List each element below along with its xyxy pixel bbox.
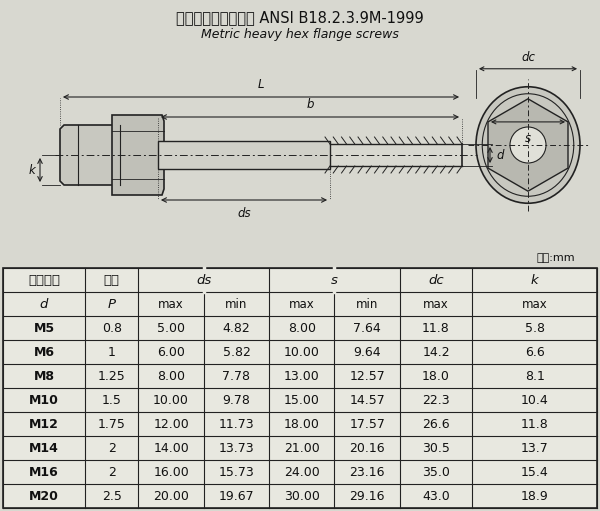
Text: 18.0: 18.0 xyxy=(422,369,450,383)
Text: 14.00: 14.00 xyxy=(153,442,189,454)
Text: min: min xyxy=(225,297,248,311)
Ellipse shape xyxy=(482,94,574,196)
Text: 1.5: 1.5 xyxy=(102,393,122,406)
Polygon shape xyxy=(488,99,568,191)
Text: max: max xyxy=(522,297,548,311)
Text: d: d xyxy=(40,297,48,311)
Text: 6.6: 6.6 xyxy=(525,345,545,359)
Text: 13.00: 13.00 xyxy=(284,369,320,383)
Text: k: k xyxy=(531,273,538,287)
Text: 2.5: 2.5 xyxy=(102,490,122,502)
Text: 30.5: 30.5 xyxy=(422,442,450,454)
Circle shape xyxy=(510,127,546,163)
Text: 23.16: 23.16 xyxy=(349,466,385,478)
Text: 24.00: 24.00 xyxy=(284,466,320,478)
Text: P: P xyxy=(108,297,116,311)
Text: max: max xyxy=(289,297,314,311)
Text: 30.00: 30.00 xyxy=(284,490,320,502)
Text: s: s xyxy=(331,273,338,287)
Bar xyxy=(3,45,597,265)
Ellipse shape xyxy=(476,87,580,203)
Text: M20: M20 xyxy=(29,490,59,502)
Text: 5.8: 5.8 xyxy=(524,321,545,335)
Text: 17.57: 17.57 xyxy=(349,417,385,430)
Text: 6.00: 6.00 xyxy=(157,345,185,359)
Text: 13.7: 13.7 xyxy=(521,442,548,454)
Text: 10.00: 10.00 xyxy=(153,393,189,406)
Text: 43.0: 43.0 xyxy=(422,490,450,502)
Text: M8: M8 xyxy=(34,369,55,383)
Text: d: d xyxy=(496,149,503,161)
Text: M5: M5 xyxy=(34,321,55,335)
Text: 16.00: 16.00 xyxy=(153,466,189,478)
Text: 22.3: 22.3 xyxy=(422,393,450,406)
Text: 公称直径: 公称直径 xyxy=(28,273,60,287)
Text: 13.73: 13.73 xyxy=(218,442,254,454)
Text: M12: M12 xyxy=(29,417,59,430)
Text: 8.00: 8.00 xyxy=(288,321,316,335)
Text: 26.6: 26.6 xyxy=(422,417,450,430)
Text: 重型六角头法兰螺栓 ANSI B18.2.3.9M-1999: 重型六角头法兰螺栓 ANSI B18.2.3.9M-1999 xyxy=(176,11,424,26)
Text: 11.73: 11.73 xyxy=(218,417,254,430)
Text: min: min xyxy=(356,297,379,311)
Text: L: L xyxy=(258,78,264,91)
Text: 15.00: 15.00 xyxy=(284,393,320,406)
Text: s: s xyxy=(525,132,531,145)
Text: 2: 2 xyxy=(108,466,116,478)
Polygon shape xyxy=(60,125,128,185)
Text: Metric heavy hex flange screws: Metric heavy hex flange screws xyxy=(201,28,399,40)
Text: 11.8: 11.8 xyxy=(422,321,450,335)
Text: 1: 1 xyxy=(108,345,116,359)
Text: 12.00: 12.00 xyxy=(153,417,189,430)
Text: dc: dc xyxy=(521,51,535,64)
Text: M14: M14 xyxy=(29,442,59,454)
Text: M16: M16 xyxy=(29,466,59,478)
Text: M10: M10 xyxy=(29,393,59,406)
Text: 9.64: 9.64 xyxy=(353,345,381,359)
Text: 9.78: 9.78 xyxy=(223,393,250,406)
Text: 19.67: 19.67 xyxy=(218,490,254,502)
Text: b: b xyxy=(306,98,314,111)
Text: 7.78: 7.78 xyxy=(223,369,250,383)
Bar xyxy=(3,268,597,508)
Text: 18.00: 18.00 xyxy=(284,417,320,430)
Text: max: max xyxy=(423,297,449,311)
Text: 螺距: 螺距 xyxy=(104,273,120,287)
Text: 0.8: 0.8 xyxy=(102,321,122,335)
Text: k: k xyxy=(28,164,35,176)
Text: 11.8: 11.8 xyxy=(521,417,548,430)
Polygon shape xyxy=(112,115,164,195)
Text: ds: ds xyxy=(237,207,251,220)
Text: 4.82: 4.82 xyxy=(223,321,250,335)
Text: 1.25: 1.25 xyxy=(98,369,125,383)
Text: 20.00: 20.00 xyxy=(153,490,189,502)
Text: 8.1: 8.1 xyxy=(524,369,545,383)
Bar xyxy=(158,141,330,169)
Text: 12.57: 12.57 xyxy=(349,369,385,383)
Text: 2: 2 xyxy=(108,442,116,454)
Text: 10.00: 10.00 xyxy=(284,345,320,359)
Text: 15.4: 15.4 xyxy=(521,466,548,478)
Text: 1.75: 1.75 xyxy=(98,417,125,430)
Text: 14.2: 14.2 xyxy=(422,345,450,359)
Text: 14.57: 14.57 xyxy=(349,393,385,406)
Text: 单位:mm: 单位:mm xyxy=(536,253,575,263)
Text: 29.16: 29.16 xyxy=(349,490,385,502)
Text: 21.00: 21.00 xyxy=(284,442,320,454)
Text: 5.82: 5.82 xyxy=(223,345,250,359)
Text: 10.4: 10.4 xyxy=(521,393,548,406)
Text: 20.16: 20.16 xyxy=(349,442,385,454)
Text: 5.00: 5.00 xyxy=(157,321,185,335)
Text: 35.0: 35.0 xyxy=(422,466,450,478)
Text: 15.73: 15.73 xyxy=(218,466,254,478)
Text: 18.9: 18.9 xyxy=(521,490,548,502)
Text: 8.00: 8.00 xyxy=(157,369,185,383)
Text: max: max xyxy=(158,297,184,311)
Text: 7.64: 7.64 xyxy=(353,321,381,335)
Text: M6: M6 xyxy=(34,345,55,359)
Text: ds: ds xyxy=(196,273,211,287)
Text: dc: dc xyxy=(428,273,444,287)
